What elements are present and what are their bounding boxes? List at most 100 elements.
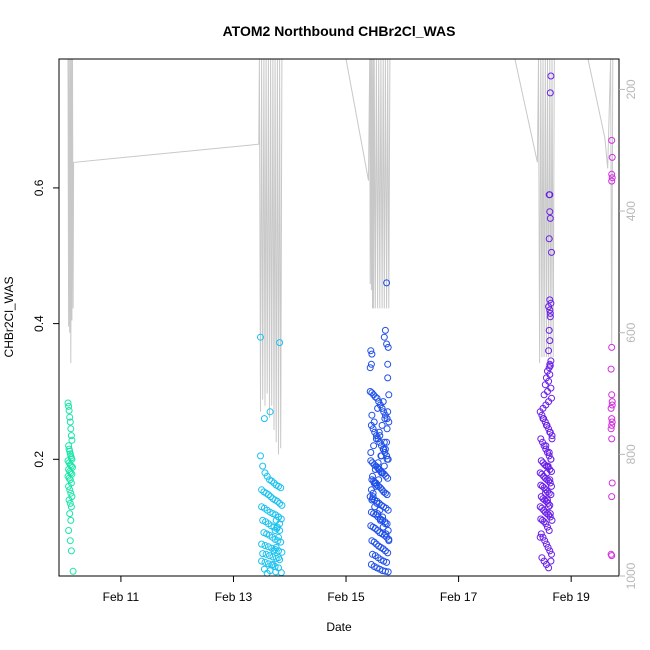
data-point (264, 543, 272, 551)
data-point (375, 466, 383, 473)
data-point (66, 476, 74, 484)
data-point (384, 527, 392, 534)
y-axis: 0.2 0.4 0.6 (32, 179, 59, 468)
data-point (272, 544, 280, 551)
data-point (260, 415, 268, 423)
data-point (65, 527, 73, 534)
data-point (264, 491, 272, 499)
data-point (277, 569, 285, 577)
data-point (539, 415, 547, 423)
data-point (371, 466, 379, 473)
data-point (542, 540, 550, 548)
data-point (545, 449, 553, 456)
data-point (384, 549, 392, 557)
x-tick-label: Feb 17 (440, 590, 478, 604)
data-point (382, 472, 390, 480)
data-point (257, 452, 264, 460)
data-point (374, 527, 382, 534)
data-point (276, 499, 284, 507)
data-point (66, 413, 74, 421)
data-point (371, 525, 379, 532)
data-point (375, 428, 383, 436)
data-point (608, 493, 616, 501)
data-point (385, 391, 393, 399)
data-point (545, 564, 553, 572)
data-point (372, 482, 380, 490)
data-point (381, 489, 389, 497)
altitude-line (64, 58, 614, 455)
y2-tick-label: 400 (624, 201, 638, 221)
data-point (382, 504, 390, 512)
data-point (383, 279, 391, 287)
series-flight1 (64, 399, 77, 575)
data-point (259, 550, 267, 558)
data-point (608, 418, 616, 426)
data-point (376, 506, 384, 514)
data-point (536, 503, 544, 511)
data-point (275, 513, 282, 521)
data-point (545, 303, 553, 311)
data-point (67, 547, 75, 555)
data-point (270, 479, 278, 487)
data-point (65, 407, 73, 414)
data-point (546, 306, 554, 314)
data-point (368, 411, 376, 419)
x-tick-label: Feb 19 (552, 590, 590, 604)
data-point (541, 381, 549, 389)
data-point (542, 520, 550, 528)
data-point (383, 340, 391, 348)
data-point (373, 394, 381, 402)
data-point (548, 394, 555, 402)
data-point (369, 493, 377, 501)
series-flight5 (607, 136, 616, 560)
data-point (66, 499, 74, 507)
data-point (266, 552, 273, 560)
data-point (380, 333, 388, 341)
data-point (258, 557, 266, 565)
data-point (378, 404, 386, 412)
data-point (544, 462, 552, 470)
data-point (546, 479, 554, 487)
altitude-profile (64, 58, 614, 455)
data-point (548, 550, 555, 558)
data-point (66, 418, 74, 426)
data-point (370, 442, 378, 450)
data-point (67, 516, 75, 524)
data-point (546, 214, 554, 222)
data-point (370, 538, 378, 546)
data-point (545, 511, 553, 519)
data-point (608, 136, 616, 144)
data-point (538, 504, 546, 512)
data-point (384, 568, 392, 576)
x-tick-label: Feb 11 (103, 590, 140, 604)
data-point (544, 388, 551, 395)
data-point (374, 459, 382, 467)
data-point (537, 530, 545, 538)
data-point (608, 401, 616, 409)
data-point (367, 360, 375, 368)
data-point (65, 482, 73, 490)
data-point (545, 347, 553, 355)
data-point (381, 326, 389, 334)
data-point (273, 497, 281, 505)
data-point (542, 421, 550, 429)
data-point (66, 486, 74, 494)
chart-title: ATOM2 Northbound CHBr2Cl_WAS (223, 23, 456, 39)
data-point (367, 486, 375, 494)
data-point (277, 484, 285, 492)
data-point (369, 489, 377, 497)
data-point (607, 365, 615, 373)
data-point (261, 558, 269, 566)
data-points (64, 72, 616, 577)
data-point (378, 421, 386, 429)
data-point (538, 411, 546, 419)
data-point (546, 428, 554, 436)
data-point (543, 469, 551, 477)
data-point (278, 501, 286, 509)
series-flight4 (536, 72, 556, 572)
data-point (538, 470, 546, 478)
data-point (372, 540, 380, 548)
data-point (546, 309, 554, 317)
data-point (384, 408, 392, 416)
data-point (371, 428, 379, 436)
